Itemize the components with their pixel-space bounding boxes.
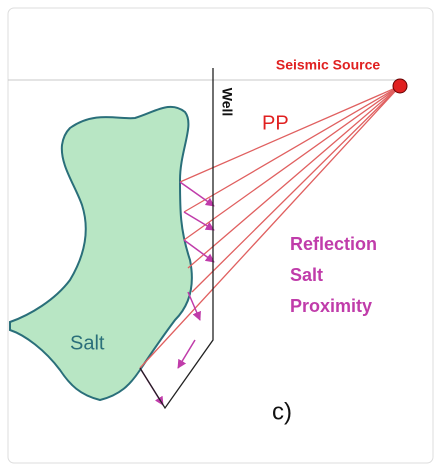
source-dot [392,78,408,94]
well-label: Well [219,88,235,117]
annotation-line: Reflection [290,234,377,254]
annotation-line: Proximity [290,296,372,316]
annotation-line: Salt [290,265,323,285]
panel-label: c) [272,398,292,425]
source-label: Seismic Source [276,57,380,73]
salt-body [9,106,193,402]
wave-label: PP [262,112,289,134]
salt-label: Salt [70,332,105,354]
well-line [139,68,214,410]
rays [139,85,401,369]
